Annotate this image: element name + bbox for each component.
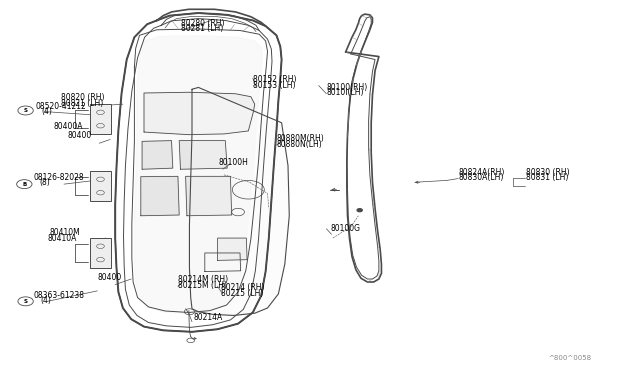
Text: 80100(RH): 80100(RH) (326, 83, 367, 92)
Text: 80400: 80400 (97, 273, 122, 282)
FancyBboxPatch shape (90, 238, 111, 268)
Text: S: S (24, 108, 28, 113)
Text: S: S (24, 299, 28, 304)
Text: 80400A: 80400A (53, 122, 83, 131)
Text: 08520-41212: 08520-41212 (35, 102, 86, 111)
Text: (4): (4) (42, 107, 52, 116)
Text: 80280 (RH): 80280 (RH) (181, 19, 225, 28)
Polygon shape (142, 141, 173, 169)
Text: (4): (4) (40, 296, 51, 305)
Polygon shape (218, 238, 247, 260)
Text: 80214M (RH): 80214M (RH) (178, 275, 228, 284)
Text: 80880M(RH): 80880M(RH) (276, 134, 324, 143)
Text: 08363-61238: 08363-61238 (33, 291, 84, 300)
Text: 80214 (RH): 80214 (RH) (221, 283, 264, 292)
Polygon shape (141, 176, 179, 216)
Text: 80880N(LH): 80880N(LH) (276, 140, 322, 149)
Text: 80830 (RH): 80830 (RH) (526, 168, 570, 177)
Polygon shape (179, 141, 227, 169)
Text: 80410A: 80410A (48, 234, 77, 243)
Text: 80400: 80400 (67, 131, 92, 140)
Text: 80820 (RH): 80820 (RH) (61, 93, 104, 102)
Text: 80153 (LH): 80153 (LH) (253, 81, 296, 90)
Text: 80831 (LH): 80831 (LH) (526, 173, 568, 182)
Text: 80281 (LH): 80281 (LH) (181, 25, 223, 33)
Text: 80821 (LH): 80821 (LH) (61, 99, 103, 108)
Text: ^800^0058: ^800^0058 (548, 355, 591, 361)
Text: 80410M: 80410M (50, 228, 81, 237)
Text: B: B (22, 182, 26, 187)
Polygon shape (144, 92, 255, 135)
Text: 80100H: 80100H (219, 158, 249, 167)
Text: 8010l(LH): 8010l(LH) (326, 88, 364, 97)
FancyBboxPatch shape (90, 104, 111, 134)
Text: 80100G: 80100G (330, 224, 360, 233)
Polygon shape (186, 176, 232, 216)
Text: 80215 (LH): 80215 (LH) (221, 289, 263, 298)
Text: 80824A(RH): 80824A(RH) (458, 168, 504, 177)
FancyBboxPatch shape (90, 171, 111, 201)
Text: 80215M (LH): 80215M (LH) (178, 281, 227, 290)
Text: 80830A(LH): 80830A(LH) (458, 173, 504, 182)
Polygon shape (189, 87, 289, 315)
Text: 80214A: 80214A (193, 313, 223, 322)
Text: 08126-82028: 08126-82028 (33, 173, 84, 182)
Text: (8): (8) (40, 179, 51, 187)
Polygon shape (134, 36, 262, 313)
Circle shape (357, 209, 362, 212)
Text: 80152 (RH): 80152 (RH) (253, 75, 297, 84)
